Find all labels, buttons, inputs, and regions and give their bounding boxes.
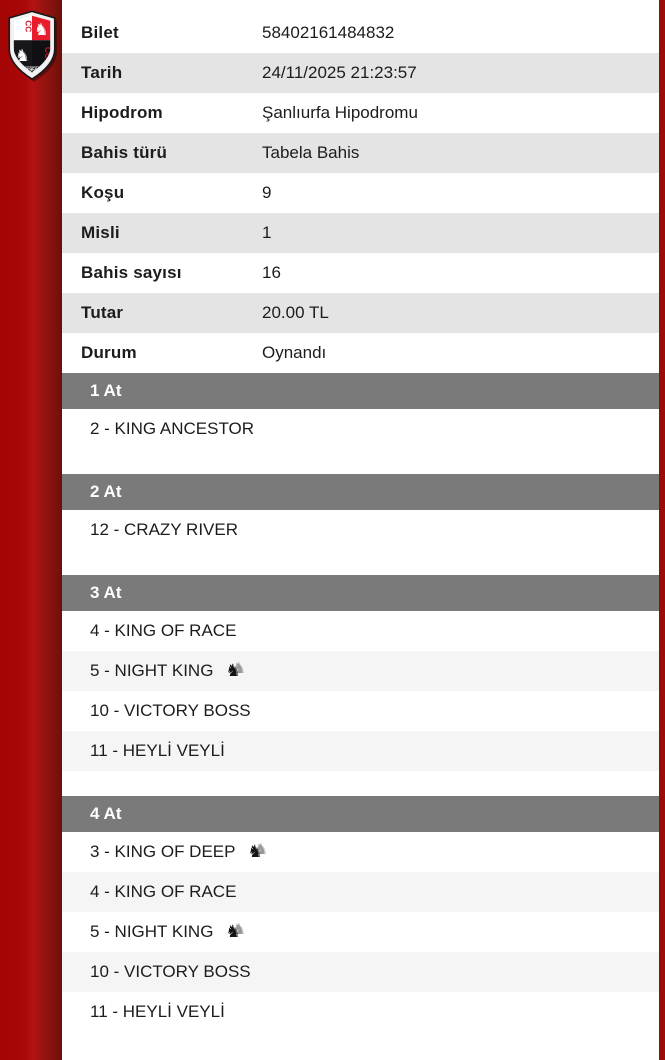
ticket-info-value: 9 xyxy=(262,183,272,202)
horse-name: 11 - HEYLİ VEYLİ xyxy=(90,1002,225,1021)
race-leg-title: 3 At xyxy=(90,583,122,602)
ticket-info-label: Hipodrom xyxy=(81,103,163,122)
race-leg-header: 3 At xyxy=(62,575,659,611)
ticket-info-value: 24/11/2025 21:23:57 xyxy=(262,63,417,82)
ticket-info-label: Misli xyxy=(81,223,120,242)
stablemate-horses-icon: ♞ ♞ xyxy=(225,921,247,941)
ticket-info-label: Tarih xyxy=(81,63,123,82)
race-leg: 3 At 4 - KING OF RACE 5 - NIGHT KING ♞ ♞ 10 -… xyxy=(62,575,659,771)
horse-name: 10 - VICTORY BOSS xyxy=(90,701,251,720)
horse-row: 10 - VICTORY BOSS xyxy=(62,952,659,992)
ticket-info-value: 20.00 TL xyxy=(262,303,329,322)
ticket-info-label: Tutar xyxy=(81,303,124,322)
ticket-info-value: Şanlıurfa Hipodromu xyxy=(262,103,418,122)
ticket-info-row: Hipodrom Şanlıurfa Hipodromu xyxy=(62,93,659,133)
horse-row: 10 - VICTORY BOSS xyxy=(62,691,659,731)
ticket-info-label: Bahis türü xyxy=(81,143,168,162)
crest-quadrant-tl xyxy=(13,15,32,41)
ticket-info-table: Bilet 58402161484832 Tarih 24/11/2025 21:23… xyxy=(62,0,659,373)
race-leg-header: 4 At xyxy=(62,796,659,832)
crest-horse-icon: ♞ xyxy=(15,46,30,65)
ticket-info-row: Bilet 58402161484832 xyxy=(62,13,659,53)
stablemate-horses-icon: ♞ ♞ xyxy=(247,841,269,861)
ticket-info-row: Tarih 24/11/2025 21:23:57 xyxy=(62,53,659,93)
ticket-info-label: Bilet xyxy=(81,23,119,42)
ticket-info-value: 16 xyxy=(262,263,281,282)
ticket-info-row: Tutar 20.00 TL xyxy=(62,293,659,333)
horse-row: 3 - KING OF DEEP ♞ ♞ xyxy=(62,832,659,872)
horse-head-back-icon: ♞ xyxy=(232,921,246,938)
ticket-info-value: 1 xyxy=(262,223,272,242)
race-leg: 2 At 12 - CRAZY RIVER xyxy=(62,474,659,550)
race-leg-header: 1 At xyxy=(62,373,659,409)
horse-name: 4 - KING OF RACE xyxy=(90,621,237,640)
race-leg-title: 4 At xyxy=(90,804,122,823)
race-leg-title: 1 At xyxy=(90,381,122,400)
horse-row: 5 - NIGHT KING ♞ ♞ xyxy=(62,651,659,691)
ticket-info-row: Koşu 9 xyxy=(62,173,659,213)
crest-monogram: CC xyxy=(23,20,33,32)
race-leg-title: 2 At xyxy=(90,482,122,501)
horse-name: 3 - KING OF DEEP xyxy=(90,842,236,861)
sidebar-rail: ♞ ♞ CC CC 1950 xyxy=(0,0,62,1060)
horse-row: 4 - KING OF RACE xyxy=(62,611,659,651)
ticket-info-row: Bahis sayısı 16 xyxy=(62,253,659,293)
ticket-info-value: Tabela Bahis xyxy=(262,143,360,162)
horse-name: 12 - CRAZY RIVER xyxy=(90,520,239,539)
ticket-info-label: Durum xyxy=(81,343,137,362)
horse-name: 11 - HEYLİ VEYLİ xyxy=(90,741,225,760)
horse-head-front-icon: ♞ xyxy=(247,842,263,861)
crest-horse-icon: ♞ xyxy=(34,20,49,39)
crest-quadrant-tr xyxy=(32,15,51,41)
ticket-info-label: Bahis sayısı xyxy=(81,263,182,282)
horse-row: 5 - NIGHT KING ♞ ♞ xyxy=(62,912,659,952)
horse-head-front-icon: ♞ xyxy=(225,661,241,680)
race-legs: 1 At 2 - KING ANCESTOR 2 At 12 - CRAZY RIVE… xyxy=(62,373,659,1032)
horse-row: 11 - HEYLİ VEYLİ xyxy=(62,731,659,771)
horse-head-front-icon: ♞ xyxy=(225,922,241,941)
club-logo: ♞ ♞ CC CC 1950 xyxy=(8,10,57,82)
crest-monogram: CC xyxy=(43,47,53,59)
horse-name: 2 - KING ANCESTOR xyxy=(90,419,255,438)
ticket-info-row: Durum Oynandı xyxy=(62,333,659,373)
ticket-info-row: Misli 1 xyxy=(62,213,659,253)
crest-year: 1950 xyxy=(26,67,37,73)
race-leg-header: 2 At xyxy=(62,474,659,510)
horse-row: 11 - HEYLİ VEYLİ xyxy=(62,992,659,1032)
horse-name: 4 - KING OF RACE xyxy=(90,882,237,901)
ticket-info-value: 58402161484832 xyxy=(262,23,395,42)
horse-row: 12 - CRAZY RIVER xyxy=(62,510,659,550)
horse-row: 4 - KING OF RACE xyxy=(62,872,659,912)
ticket-info-label: Koşu xyxy=(81,183,125,202)
race-leg: 1 At 2 - KING ANCESTOR xyxy=(62,373,659,449)
horse-head-back-icon: ♞ xyxy=(232,660,246,677)
horse-head-back-icon: ♞ xyxy=(254,841,268,858)
horse-name: 5 - NIGHT KING xyxy=(90,922,214,941)
ticket-info-row: Bahis türü Tabela Bahis xyxy=(62,133,659,173)
horse-row: 2 - KING ANCESTOR xyxy=(62,409,659,449)
ticket-detail-panel: Bilet 58402161484832 Tarih 24/11/2025 21:23… xyxy=(62,0,659,1060)
horse-name: 5 - NIGHT KING xyxy=(90,661,214,680)
stablemate-horses-icon: ♞ ♞ xyxy=(225,660,247,680)
horse-name: 10 - VICTORY BOSS xyxy=(90,962,251,981)
ticket-info-value: Oynandı xyxy=(262,343,327,362)
race-leg: 4 At 3 - KING OF DEEP ♞ ♞ 4 - KING OF RACE 5 … xyxy=(62,796,659,1032)
